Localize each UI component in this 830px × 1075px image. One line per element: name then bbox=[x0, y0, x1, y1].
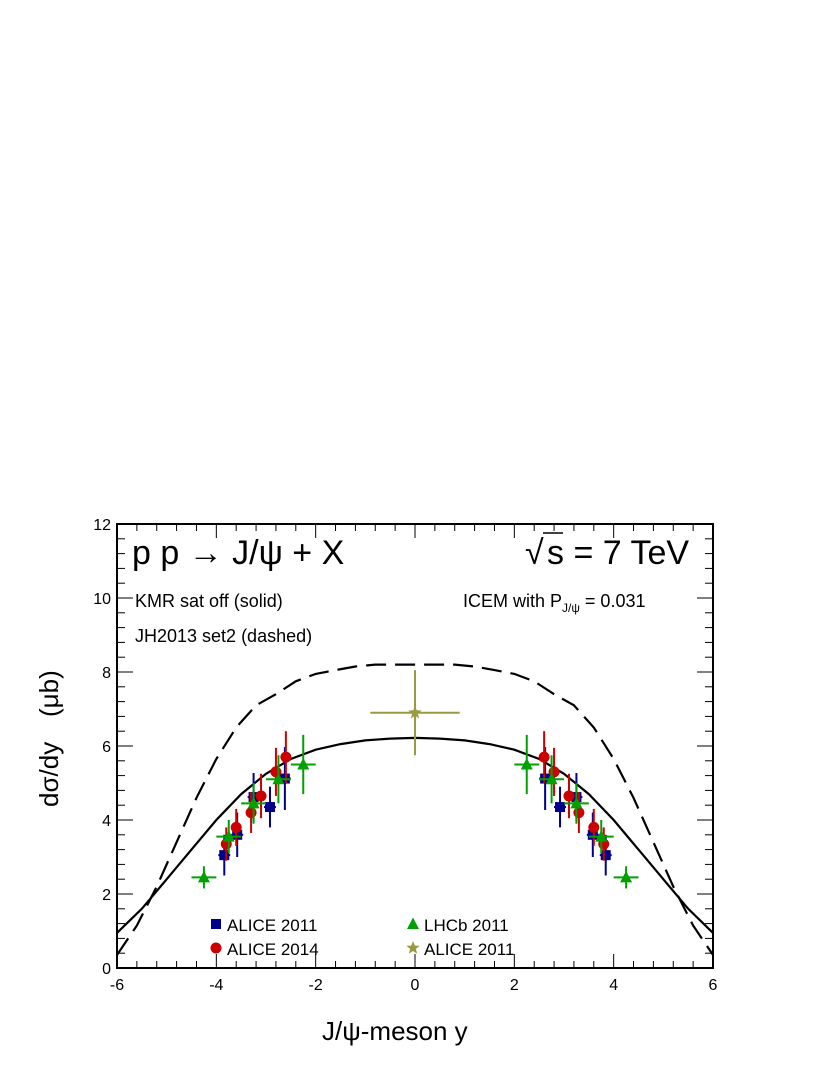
curve-jh2013-dashed bbox=[116, 663, 714, 956]
data-point-circle bbox=[255, 790, 267, 802]
data-point-triangle bbox=[247, 796, 260, 809]
x-tick-label: 4 bbox=[609, 977, 618, 994]
x-tick-label: -6 bbox=[110, 977, 124, 994]
annotation-jh: JH2013 set2 (dashed) bbox=[135, 626, 312, 646]
data-point-triangle bbox=[595, 830, 608, 842]
y-tick-label: 2 bbox=[102, 887, 111, 904]
series-star bbox=[370, 670, 460, 756]
data-point-triangle bbox=[545, 772, 558, 785]
data-point-square bbox=[219, 850, 230, 861]
y-tick-label: 0 bbox=[102, 961, 111, 978]
data-point-circle bbox=[588, 821, 600, 833]
y-axis-title: dσ/dy bbox=[34, 742, 64, 807]
annotation-icem: ICEM with PJ/ψ = 0.031 bbox=[463, 591, 645, 615]
data-point-triangle bbox=[520, 758, 533, 770]
x-tick-label: -2 bbox=[309, 977, 323, 994]
y-tick-label: 6 bbox=[102, 739, 111, 756]
legend-marker-square bbox=[211, 919, 221, 929]
x-tick-label: 6 bbox=[709, 977, 718, 994]
chart-title-left: p p → J/ψ + X bbox=[132, 534, 344, 572]
legend-marker-triangle bbox=[407, 917, 419, 929]
sqrt-symbol: √ bbox=[525, 534, 544, 572]
data-point-star bbox=[408, 705, 422, 719]
data-point-square bbox=[600, 850, 611, 861]
data-point-square bbox=[264, 802, 275, 813]
legend: ALICE 2011 LHCb 2011 ALICE 2014 ALICE 2011 bbox=[210, 916, 514, 959]
data-point-triangle bbox=[272, 772, 285, 785]
series-circle bbox=[220, 731, 610, 861]
legend-marker-star bbox=[406, 941, 420, 954]
data-point-triangle bbox=[197, 870, 210, 883]
y-tick-label: 12 bbox=[93, 517, 111, 534]
legend-marker-circle bbox=[210, 942, 222, 954]
legend-label: ALICE 2014 bbox=[227, 940, 319, 959]
icem-subscript: J/ψ bbox=[562, 601, 580, 615]
icem-value: = 0.031 bbox=[580, 591, 646, 611]
y-tick-label: 8 bbox=[102, 665, 111, 682]
curve-kmr-solid bbox=[116, 736, 714, 934]
data-point-circle bbox=[563, 790, 575, 802]
data-point-circle bbox=[538, 751, 550, 763]
data-point-triangle bbox=[297, 758, 310, 770]
y-tick-label: 4 bbox=[102, 813, 111, 830]
x-tick-label: -4 bbox=[209, 977, 223, 994]
chart-title-right: √ s = 7 TeV bbox=[525, 532, 689, 572]
x-axis-title: J/ψ-meson y bbox=[322, 1016, 468, 1046]
legend-label: LHCb 2011 bbox=[424, 916, 509, 935]
data-point-circle bbox=[280, 751, 292, 763]
data-points bbox=[191, 670, 639, 889]
data-point-circle bbox=[230, 821, 242, 833]
y-axis-unit: (μb) bbox=[34, 670, 64, 717]
axis-ticks: -6 -4 -2 0 2 4 6 0 2 4 6 8 10 12 bbox=[93, 517, 717, 994]
data-point-triangle bbox=[222, 830, 235, 842]
data-point-square bbox=[555, 802, 566, 813]
x-tick-label: 0 bbox=[411, 977, 420, 994]
legend-label: ALICE 2011 bbox=[424, 940, 514, 959]
data-point-circle bbox=[245, 807, 257, 819]
y-tick-label: 10 bbox=[93, 591, 111, 608]
annotation-kmr: KMR sat off (solid) bbox=[135, 591, 283, 611]
icem-prefix: ICEM with P bbox=[463, 591, 562, 611]
legend-label: ALICE 2011 bbox=[227, 916, 317, 935]
x-tick-label: 2 bbox=[510, 977, 519, 994]
data-point-triangle bbox=[570, 796, 583, 809]
data-point-triangle bbox=[620, 870, 633, 883]
data-point-circle bbox=[573, 807, 585, 819]
energy-label: s = 7 TeV bbox=[547, 534, 689, 572]
series-triangle bbox=[191, 734, 639, 889]
